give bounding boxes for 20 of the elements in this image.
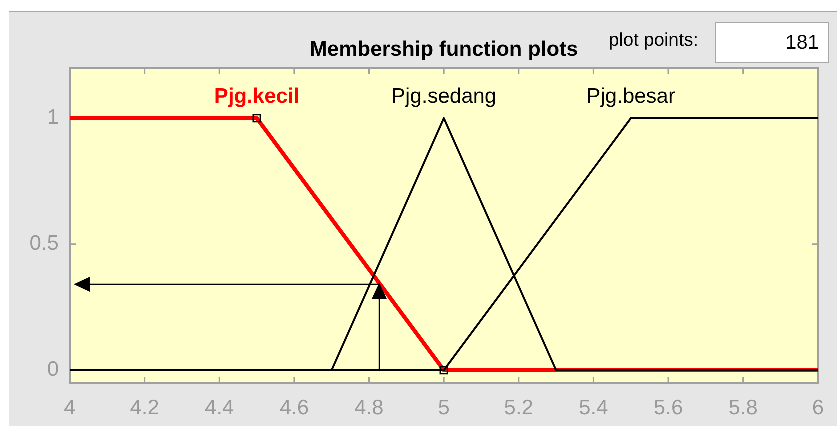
series-label: Pjg.besar bbox=[586, 85, 676, 108]
text-field: 181 bbox=[715, 22, 829, 63]
x-tick-label: 4.4 bbox=[205, 396, 235, 420]
y-tick-label: 0.5 bbox=[30, 232, 59, 256]
y-tick-label: 0 bbox=[47, 358, 59, 382]
x-tick-label: 6 bbox=[812, 396, 824, 420]
text: plot points: bbox=[609, 29, 698, 51]
x-tick-label: 5 bbox=[438, 396, 450, 420]
x-tick-label: 4.6 bbox=[280, 396, 310, 420]
series-label: Pjg.kecil bbox=[214, 85, 300, 108]
x-tick-label: 5.6 bbox=[654, 396, 684, 420]
x-tick-label: 5.8 bbox=[728, 396, 758, 420]
x-tick-label: 4.2 bbox=[130, 396, 160, 420]
chart-title: Membership function plots bbox=[310, 38, 578, 61]
x-tick-label: 4.8 bbox=[354, 396, 384, 420]
x-tick-label: 4 bbox=[64, 396, 76, 420]
y-tick-label: 1 bbox=[47, 106, 59, 130]
x-tick-label: 5.4 bbox=[579, 396, 609, 420]
x-tick-label: 5.2 bbox=[504, 396, 534, 420]
series-label: Pjg.sedang bbox=[392, 85, 497, 108]
